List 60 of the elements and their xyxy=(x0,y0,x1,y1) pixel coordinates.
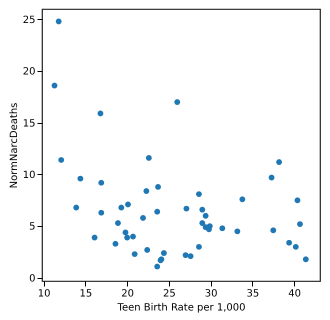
point xyxy=(154,208,160,215)
point xyxy=(122,229,128,236)
x-tick-label: 10 xyxy=(38,288,51,300)
point xyxy=(276,159,282,165)
point xyxy=(268,174,274,180)
point xyxy=(143,188,150,194)
point xyxy=(184,206,190,212)
point xyxy=(199,206,206,213)
point xyxy=(98,110,104,116)
y-axis-title: NormNarcDeaths xyxy=(8,102,20,188)
x-tick-label: 40 xyxy=(288,288,301,300)
x-tick-label: 30 xyxy=(204,288,218,300)
y-tick-label: 0 xyxy=(29,273,36,284)
point xyxy=(196,191,202,198)
point xyxy=(270,227,276,234)
point xyxy=(73,204,80,210)
point xyxy=(292,244,299,250)
point xyxy=(146,155,152,161)
point xyxy=(56,18,62,24)
point xyxy=(202,212,209,219)
x-tick-label: 15 xyxy=(80,288,92,300)
x-tick-label: 35 xyxy=(246,288,260,300)
point xyxy=(188,253,194,260)
x-tick-label: 20 xyxy=(121,288,134,300)
point xyxy=(124,234,130,240)
point xyxy=(118,204,124,210)
point xyxy=(98,210,104,216)
point xyxy=(182,252,189,258)
point xyxy=(239,196,246,202)
x-tick-label: 25 xyxy=(163,288,176,300)
x-axis-title: Teen Birth Rate per 1,000 xyxy=(116,302,246,314)
y-tick-label: 15 xyxy=(22,118,36,130)
point xyxy=(286,240,292,246)
point xyxy=(92,234,98,240)
point xyxy=(302,256,309,262)
point xyxy=(234,228,240,234)
point xyxy=(58,157,64,163)
point xyxy=(132,251,138,258)
point xyxy=(294,197,300,204)
point xyxy=(219,225,226,232)
point xyxy=(160,250,167,256)
point xyxy=(77,176,84,182)
y-tick-label: 10 xyxy=(22,170,36,181)
point xyxy=(154,264,160,270)
point xyxy=(112,240,118,247)
point xyxy=(144,247,150,253)
point xyxy=(196,244,202,250)
point xyxy=(115,220,121,226)
point xyxy=(98,180,104,186)
y-tick-label: 25 xyxy=(22,14,36,26)
point xyxy=(297,221,303,228)
point xyxy=(155,184,161,190)
y-tick-label: 5 xyxy=(29,222,36,233)
point xyxy=(199,220,206,226)
point xyxy=(125,202,131,208)
point xyxy=(130,234,136,240)
y-tick-label: 20 xyxy=(22,66,36,78)
point xyxy=(140,215,146,221)
point xyxy=(174,99,180,105)
point xyxy=(52,82,58,88)
